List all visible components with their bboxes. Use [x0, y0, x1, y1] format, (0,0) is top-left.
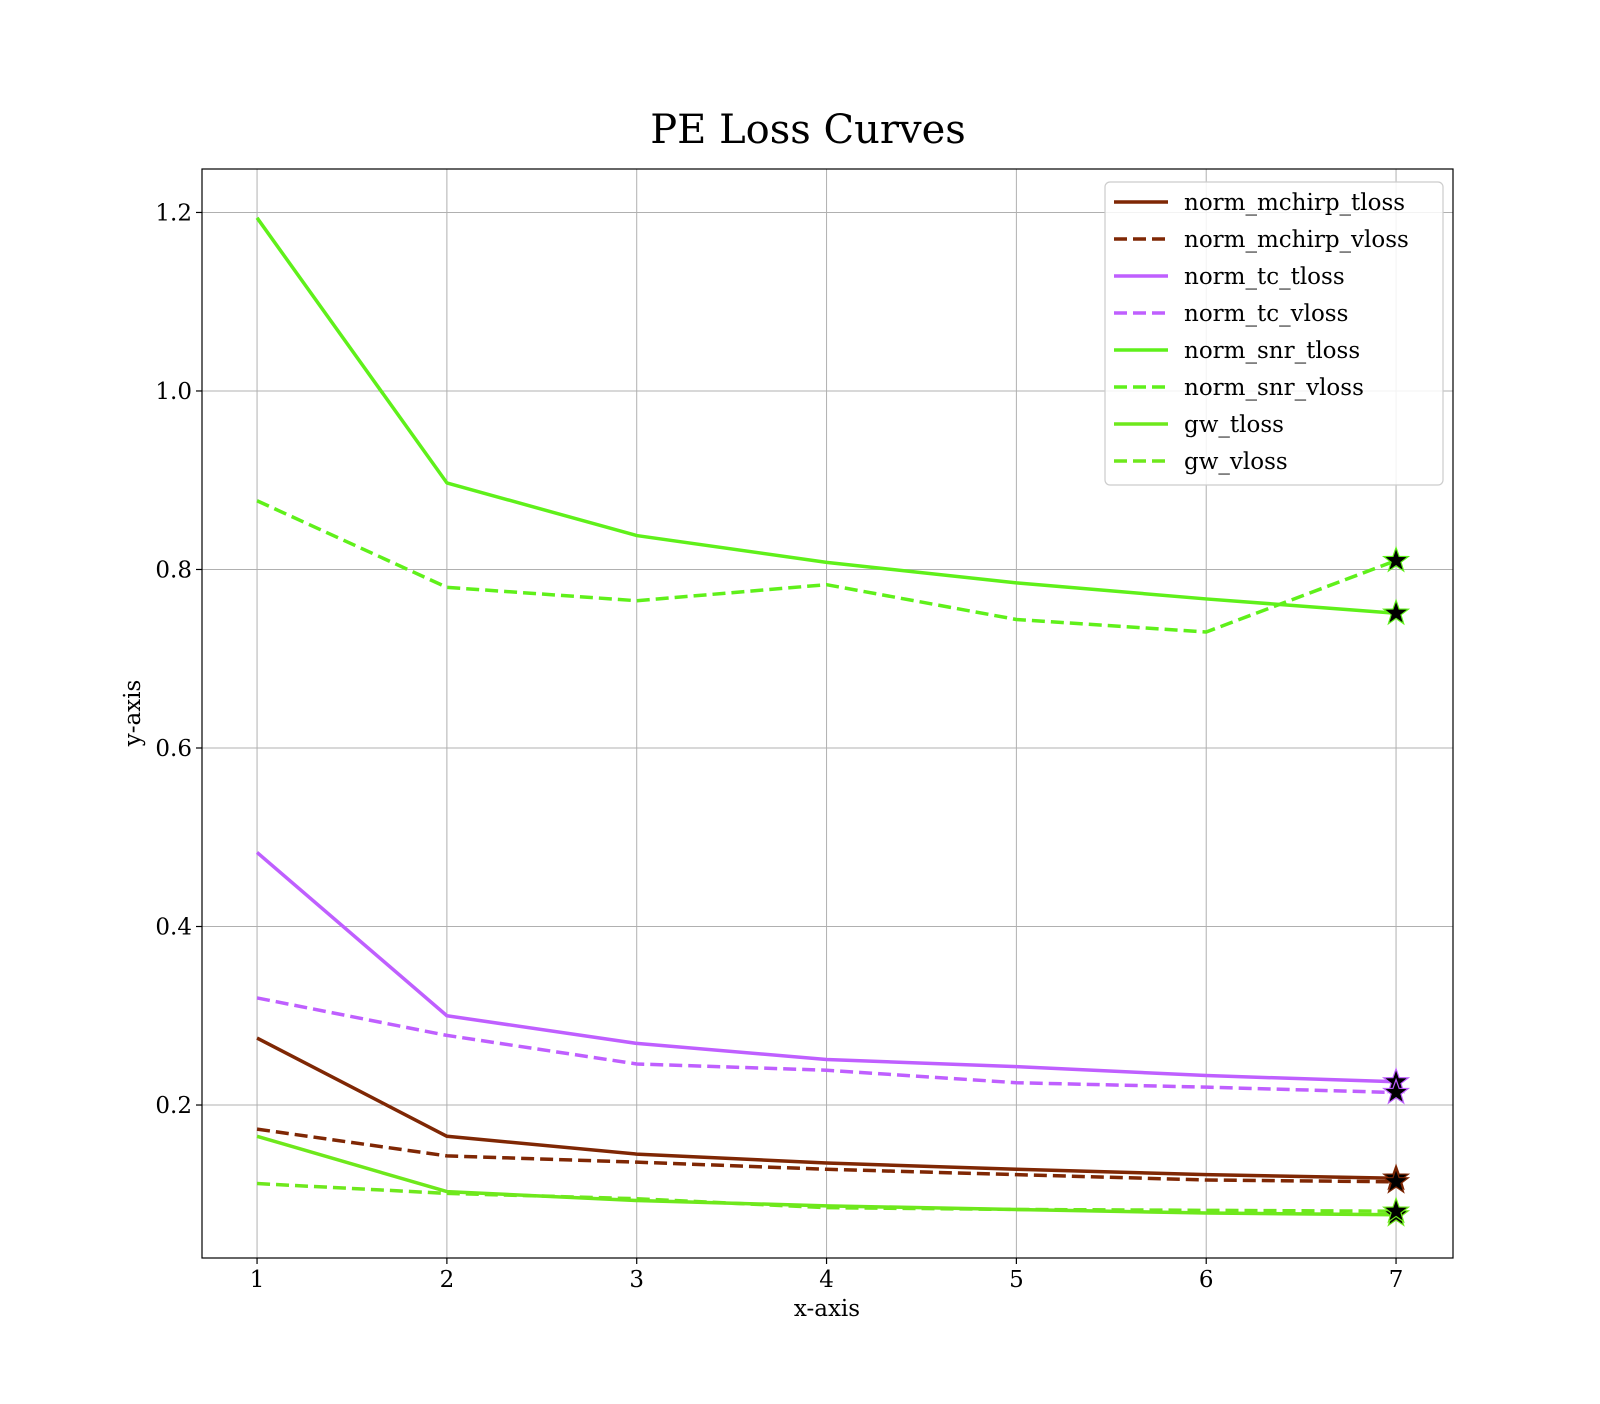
y-axis-label: y-axis: [120, 680, 146, 748]
legend-label: norm_snr_vloss: [1184, 375, 1364, 401]
x-tick-label: 2: [440, 1267, 455, 1293]
y-tick-label: 0.8: [155, 557, 192, 583]
x-axis-label: x-axis: [794, 1296, 860, 1322]
legend-label: norm_snr_tloss: [1184, 338, 1360, 364]
end-star-marker: [1381, 545, 1411, 573]
y-tick-label: 1.0: [155, 379, 192, 405]
series-lines: [255, 216, 1397, 1217]
series-line-norm_tc_vloss: [256, 996, 1397, 1095]
x-tick-label: 4: [819, 1267, 834, 1293]
end-markers: [1381, 545, 1411, 1227]
x-tick-label: 1: [250, 1267, 265, 1293]
series-line-norm_mchirp_vloss: [256, 1127, 1397, 1184]
legend-label: norm_tc_tloss: [1184, 264, 1345, 290]
end-star-marker: [1381, 1196, 1411, 1224]
end-star-marker: [1381, 1166, 1411, 1194]
y-tick-label: 0.6: [155, 736, 192, 762]
legend-label: norm_mchirp_vloss: [1184, 227, 1409, 253]
series-line-norm_tc_tloss: [255, 851, 1397, 1084]
series-line-gw_tloss: [256, 1134, 1397, 1217]
legend-box: [1104, 181, 1444, 486]
series-line-gw_vloss: [256, 1181, 1397, 1213]
legend-entries: norm_mchirp_tloss norm_mchirp_vloss norm_t…: [1114, 190, 1409, 475]
y-axis-ticks: 0.2 0.4 0.6 0.8 1.0 1.2: [155, 200, 202, 1119]
end-star-marker: [1381, 598, 1411, 626]
x-axis-ticks: 1 2 3 4 5 6 7: [250, 1258, 1404, 1293]
x-tick-label: 5: [1009, 1267, 1024, 1293]
legend-label: norm_tc_vloss: [1184, 301, 1348, 327]
series-line-norm_snr_vloss: [256, 499, 1397, 634]
legend-label: norm_mchirp_tloss: [1184, 190, 1405, 216]
end-star-marker: [1381, 1077, 1411, 1105]
plot-area-frame: [201, 168, 1454, 1259]
x-tick-label: 3: [629, 1267, 644, 1293]
y-tick-label: 1.2: [155, 200, 192, 226]
legend-label: gw_vloss: [1184, 449, 1288, 475]
series-line-norm_mchirp_tloss: [256, 1036, 1397, 1180]
x-tick-label: 7: [1389, 1267, 1404, 1293]
legend-label: gw_tloss: [1184, 412, 1284, 438]
y-tick-label: 0.2: [155, 1093, 192, 1119]
chart-title: PE Loss Curves: [650, 107, 966, 153]
y-tick-label: 0.4: [155, 915, 192, 941]
series-line-norm_snr_tloss: [255, 216, 1397, 615]
x-tick-label: 6: [1199, 1267, 1214, 1293]
legend: norm_mchirp_tloss norm_mchirp_vloss norm_t…: [1104, 181, 1444, 486]
